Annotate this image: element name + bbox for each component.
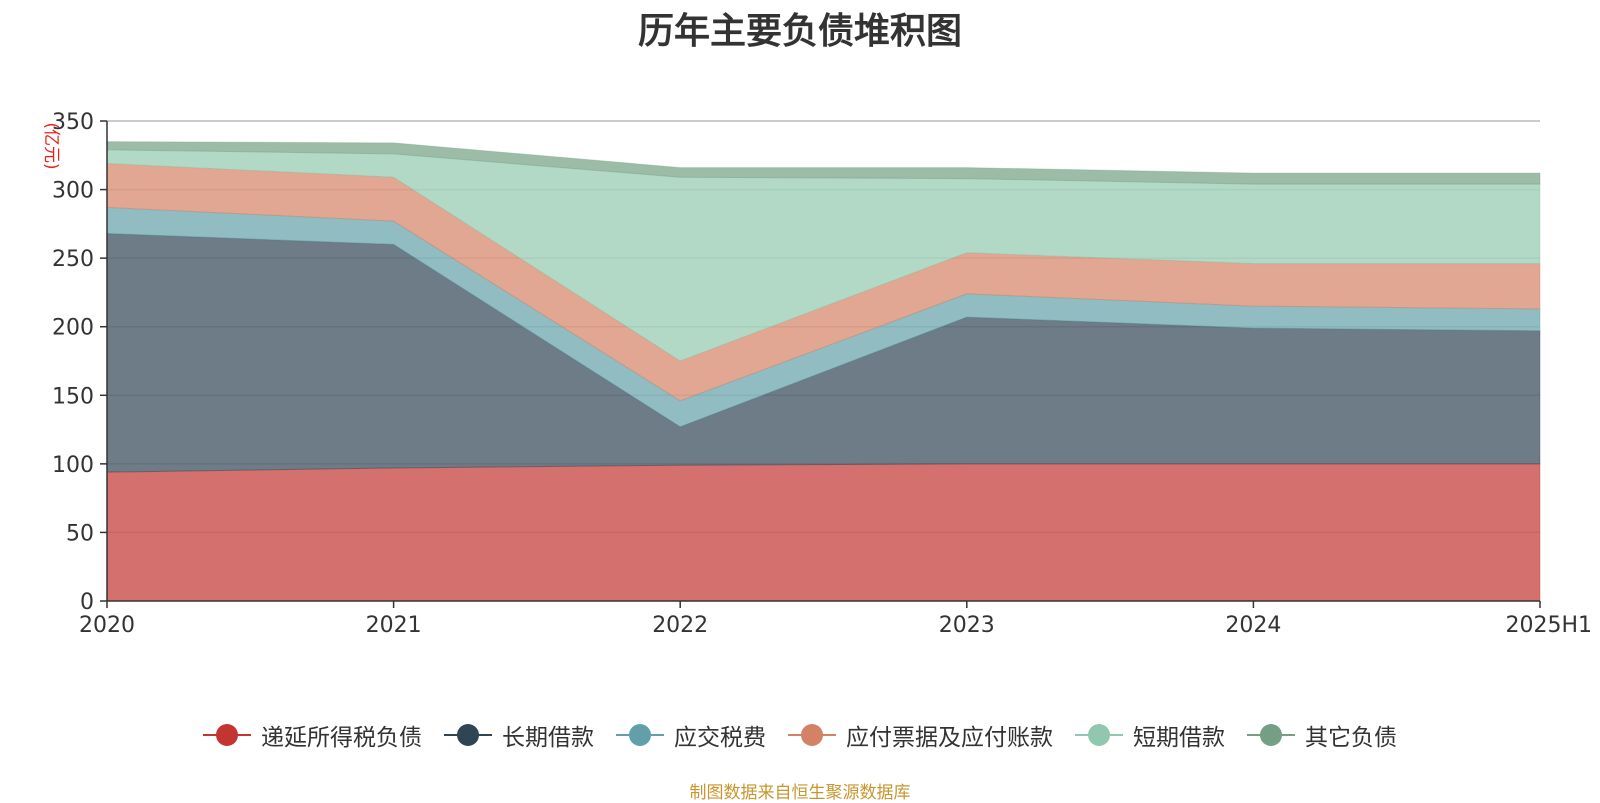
legend-label: 递延所得税负债: [261, 725, 422, 751]
x-tick-label: 2022: [652, 613, 708, 638]
y-tick-label: 250: [52, 247, 94, 272]
legend-label: 其它负债: [1305, 725, 1397, 751]
legend-item[interactable]: 短期借款: [1075, 718, 1225, 752]
legend-marker-icon: [616, 722, 664, 748]
legend-label: 应交税费: [674, 725, 766, 751]
x-tick-label: 2023: [939, 613, 995, 638]
legend-item[interactable]: 应交税费: [616, 718, 766, 752]
y-tick-label: 200: [52, 316, 94, 341]
x-tick-label: 2025H1: [1505, 613, 1592, 638]
y-tick-label: 150: [52, 384, 94, 409]
area-series-1: [106, 463, 1541, 602]
y-tick-label: 300: [52, 179, 94, 204]
legend-item[interactable]: 递延所得税负债: [203, 718, 422, 752]
area-series-6: [106, 141, 1541, 185]
legend-item[interactable]: 其它负债: [1247, 718, 1397, 752]
legend-marker-icon: [203, 722, 251, 748]
axes: 0 50 100 150 200 250 300 350 2020 2021 2022 2023 202…: [52, 110, 1592, 638]
legend-label: 长期借款: [502, 725, 594, 751]
legend-label: 短期借款: [1133, 725, 1225, 751]
y-tick-label: 0: [80, 590, 94, 615]
data-source-note: 制图数据来自恒生聚源数据库: [689, 783, 911, 803]
y-tick-label: 100: [52, 453, 94, 478]
x-tick-label: 2024: [1225, 613, 1281, 638]
y-axis-unit-label: (亿元): [41, 122, 61, 169]
x-tick-label: 2020: [79, 613, 135, 638]
legend-item[interactable]: 长期借款: [444, 718, 594, 752]
area-series: [106, 141, 1541, 602]
legend-marker-icon: [1247, 722, 1295, 748]
y-tick-label: 50: [66, 521, 94, 546]
legend-marker-icon: [1075, 722, 1123, 748]
y-tick-label: 350: [52, 110, 94, 135]
legend-item[interactable]: 应付票据及应付账款: [788, 718, 1053, 752]
legend-label: 应付票据及应付账款: [846, 725, 1053, 751]
x-tick-label: 2021: [366, 613, 422, 638]
chart-title: 历年主要负债堆积图: [637, 11, 962, 52]
legend: 递延所得税负债 长期借款 应交税费 应付票据及应付账款 短期借款 其它负债: [0, 718, 1600, 752]
legend-marker-icon: [788, 722, 836, 748]
legend-marker-icon: [444, 722, 492, 748]
